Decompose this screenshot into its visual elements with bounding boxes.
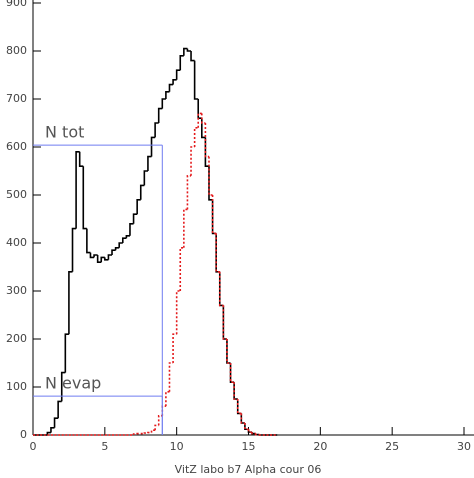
- histogram-bin: [172, 79, 177, 85]
- histogram-bin: [193, 60, 199, 100]
- histogram-bin: [150, 429, 156, 433]
- histogram-bin: [175, 69, 181, 80]
- histogram-bin: [60, 371, 66, 402]
- x-tick-label: 5: [101, 440, 108, 453]
- histogram-bin: [211, 195, 217, 235]
- histogram-bin: [118, 242, 123, 248]
- histogram-bin: [89, 252, 95, 259]
- histogram-bin: [143, 170, 148, 186]
- histogram-bin: [183, 208, 188, 248]
- histogram-bin: [93, 254, 98, 258]
- histogram-bin: [68, 271, 73, 335]
- histogram-bin: [229, 363, 235, 383]
- histogram-bin: [150, 136, 156, 157]
- histogram-bin: [125, 235, 130, 239]
- y-tick-label: 800: [6, 44, 27, 57]
- histogram-bin: [165, 391, 170, 407]
- y-tick-label: 600: [6, 140, 27, 153]
- histogram-bin: [179, 247, 184, 291]
- histogram-bin: [121, 237, 127, 243]
- histogram-bin: [161, 98, 166, 109]
- histogram-bin: [132, 213, 138, 224]
- histogram-bin: [215, 233, 220, 273]
- x-tick-label: 0: [30, 440, 37, 453]
- histogram-bin: [218, 271, 224, 307]
- histogram-bin: [111, 249, 116, 255]
- histogram-bin: [104, 257, 109, 261]
- histogram-bin: [57, 400, 62, 419]
- histogram-bin: [201, 118, 206, 139]
- x-tick-label: 10: [170, 440, 184, 453]
- histogram-bin: [208, 156, 213, 196]
- histogram-bin: [157, 107, 163, 123]
- histogram-bin: [236, 399, 242, 415]
- x-tick-label: 25: [385, 440, 399, 453]
- histogram-bin: [161, 405, 166, 416]
- histogram-bin: [157, 415, 163, 426]
- y-tick-label: 500: [6, 188, 27, 201]
- y-tick-label: 200: [6, 332, 27, 345]
- histogram-bin: [132, 433, 138, 435]
- histogram-bin: [244, 423, 249, 431]
- histogram-bin: [168, 362, 174, 392]
- histogram-bin: [247, 429, 253, 433]
- histogram-bin: [75, 151, 80, 229]
- histogram-bin: [82, 166, 87, 230]
- histogram-bin: [197, 112, 202, 128]
- histogram-bin: [71, 227, 77, 272]
- histogram-bin: [201, 113, 206, 124]
- y-tick-label: 900: [6, 0, 27, 9]
- histogram-bin: [53, 417, 59, 428]
- x-tick-label: 15: [242, 440, 256, 453]
- y-tick-label: 700: [6, 92, 27, 105]
- histogram-bin: [114, 247, 120, 251]
- histogram-bin: [96, 255, 102, 263]
- histogram-bin: [136, 199, 141, 215]
- histogram-bin: [100, 256, 105, 263]
- histogram-bin: [78, 151, 84, 167]
- histogram-bin: [50, 427, 55, 433]
- x-tick-label: 20: [313, 440, 327, 453]
- histogram-bin: [226, 339, 231, 364]
- histogram-bin: [254, 433, 260, 436]
- histogram-bin: [190, 146, 195, 176]
- histogram-bin: [64, 333, 69, 373]
- histogram-bin: [168, 83, 174, 92]
- histogram-bin: [172, 333, 177, 363]
- histogram-bin: [204, 123, 209, 158]
- y-tick-label: 0: [20, 428, 27, 441]
- marker-label: N tot: [45, 123, 84, 142]
- histogram-bin: [186, 48, 192, 52]
- histogram-bin: [233, 382, 238, 400]
- histogram-bin: [251, 432, 256, 435]
- histogram-bin: [129, 223, 134, 236]
- y-tick-label: 400: [6, 236, 27, 249]
- histogram-bin: [154, 122, 159, 138]
- y-tick-label: 300: [6, 284, 27, 297]
- y-tick-label: 100: [6, 380, 27, 393]
- histogram-bin: [147, 155, 152, 171]
- histogram-bin: [139, 184, 145, 200]
- histogram-bin: [186, 175, 192, 210]
- histogram-bin: [240, 413, 245, 424]
- x-tick-label: 30: [457, 440, 471, 453]
- histogram-bin: [193, 127, 199, 147]
- histogram-bin: [222, 305, 227, 340]
- marker-label: N evap: [45, 374, 101, 393]
- histogram-bin: [86, 228, 91, 254]
- x-axis-label: VitZ labo b7 Alpha cour 06: [175, 463, 322, 476]
- histogram-bin: [154, 424, 159, 431]
- histogram-bin: [179, 55, 184, 71]
- histogram-bin: [165, 91, 170, 99]
- histogram-bin: [183, 47, 188, 56]
- histogram-bin: [190, 51, 195, 62]
- histogram-bin: [107, 254, 113, 260]
- histogram-bin: [175, 290, 181, 335]
